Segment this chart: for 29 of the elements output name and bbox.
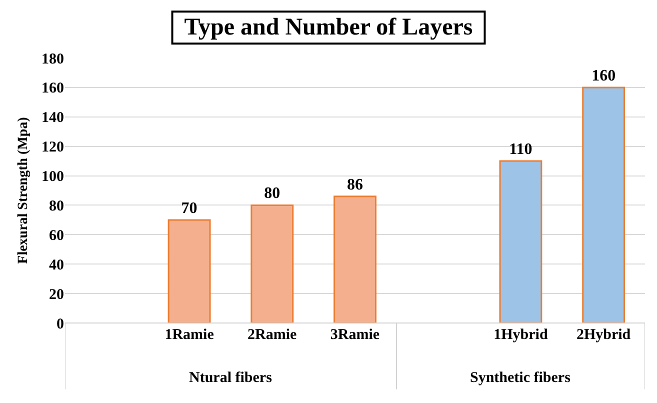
y-tick-label: 80 xyxy=(49,198,64,214)
bar xyxy=(582,86,626,323)
bar xyxy=(168,219,211,323)
y-tick-label: 140 xyxy=(42,110,64,126)
x-tick-label: 1Hybrid xyxy=(494,327,548,343)
bar xyxy=(250,204,294,323)
y-tick-label: 160 xyxy=(42,80,64,97)
y-tick-label: 0 xyxy=(56,316,64,332)
y-tick-label: 180 xyxy=(42,51,64,68)
chart-title: Type and Number of Layers xyxy=(184,14,473,41)
data-label: 160 xyxy=(592,67,616,84)
x-tick-label: 2Ramie xyxy=(248,327,298,343)
bar xyxy=(334,196,376,323)
text: Synthetic fibers xyxy=(470,370,571,386)
y-tick-label: 100 xyxy=(42,169,64,186)
text: Ntural fibers xyxy=(189,370,272,386)
data-label: 70 xyxy=(181,200,198,217)
y-tick-label: 120 xyxy=(42,140,64,156)
x-tick-label: 3Ramie xyxy=(330,327,380,343)
x-tick-label: 1Ramie xyxy=(164,327,214,343)
y-tick-label: 60 xyxy=(49,228,64,244)
y-tick-label: 20 xyxy=(49,286,64,303)
data-label: 80 xyxy=(264,185,280,202)
data-label: 86 xyxy=(347,176,363,194)
data-label: 110 xyxy=(509,141,532,158)
y-tick-label: 40 xyxy=(49,257,64,274)
bar xyxy=(499,160,542,323)
x-tick-label: 2Hybrid xyxy=(576,327,632,343)
y-axis-title: Flexural Strength (Mpa) xyxy=(16,116,31,264)
